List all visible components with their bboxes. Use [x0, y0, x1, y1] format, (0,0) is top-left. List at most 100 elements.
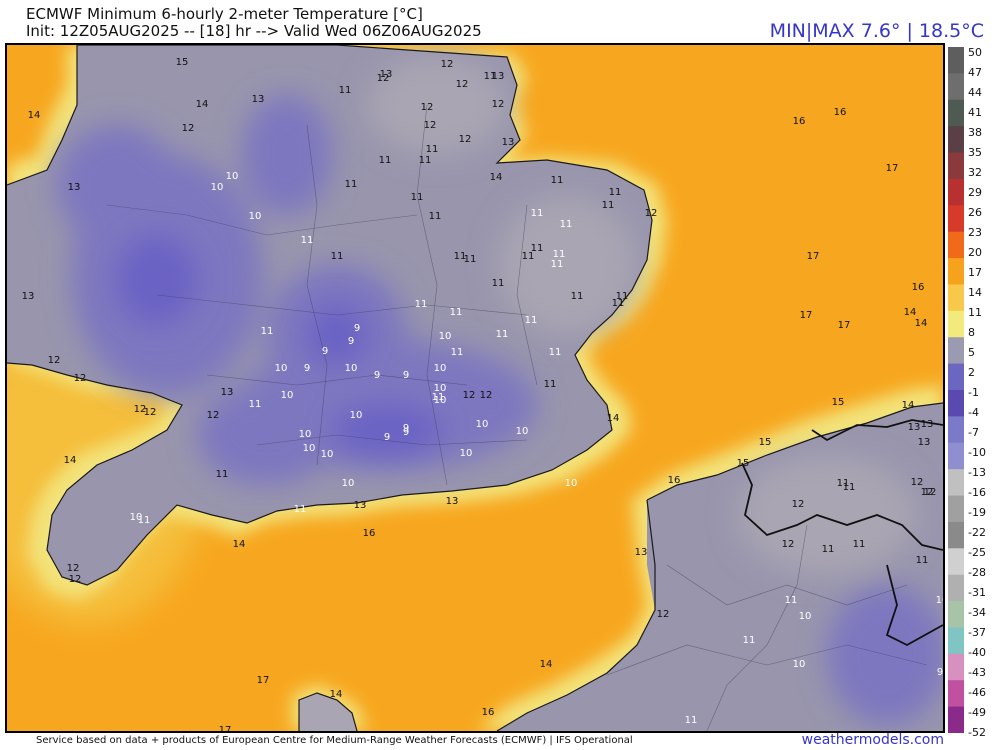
colorbar-tick-label: 11 [968, 306, 982, 319]
temperature-value-label: 11 [301, 235, 314, 246]
temperature-value-label: 11 [553, 249, 566, 260]
colorbar-tick-label: -4 [968, 406, 979, 419]
temperature-value-label: 14 [64, 455, 77, 466]
temperature-value-label: 12 [924, 487, 937, 498]
colorbar-swatch [948, 521, 964, 549]
temperature-value-label: 17 [219, 725, 232, 731]
temperature-value-label: 11 [602, 200, 615, 211]
temperature-value-label: 10 [460, 448, 473, 459]
colorbar-swatch [948, 363, 964, 391]
temperature-value-label: 9 [403, 423, 409, 434]
colorbar-swatch [948, 416, 964, 444]
temperature-value-label: 13 [502, 137, 515, 148]
temperature-value-label: 11 [525, 315, 538, 326]
colorbar-swatch [948, 47, 964, 74]
temperature-value-label: 10 [793, 659, 806, 670]
temperature-value-label: 12 [207, 410, 220, 421]
colorbar-swatch [948, 99, 964, 127]
colorbar-swatch [948, 495, 964, 523]
admin-borders [741, 419, 943, 647]
colorbar-tick-label: 35 [968, 146, 982, 159]
temperature-value-label: 12 [69, 574, 82, 585]
temperature-value-label: 17 [257, 675, 270, 686]
temperature-value-label: 14 [540, 659, 553, 670]
colorbar-swatch [948, 178, 964, 206]
temperature-value-label: 11 [432, 392, 445, 403]
temperature-value-label: 9 [403, 427, 409, 438]
temperature-value-label: 11 [685, 715, 698, 726]
temperature-value-label: 10 [476, 419, 489, 430]
colorbar-tick-label: 14 [968, 286, 982, 299]
temperature-value-label: 11 [743, 635, 756, 646]
colorbar-tick-label: -16 [968, 486, 986, 499]
colorbar-tick-label: -19 [968, 506, 986, 519]
colorbar-tick-label: -34 [968, 606, 986, 619]
colorbar-tick-label: 20 [968, 246, 982, 259]
colorbar-tick-label: -28 [968, 566, 986, 579]
temperature-value-label: 14 [915, 318, 928, 329]
temperature-value-label: 11 [560, 219, 573, 230]
temperature-value-label: 10 [434, 363, 447, 374]
temperature-value-label: 9 [322, 346, 328, 357]
colorbar-swatch [948, 231, 964, 259]
temperature-value-label: 11 [916, 555, 929, 566]
temperature-value-label: 10 [516, 426, 529, 437]
temperature-value-label: 12 [480, 390, 493, 401]
temperature-value-label: 10 [249, 211, 262, 222]
temperature-value-label: 13 [380, 69, 393, 80]
temperature-value-label: 10 [345, 363, 358, 374]
colorbar-swatch [948, 337, 964, 365]
temperature-value-label: 12 [792, 499, 805, 510]
temperature-value-label: 11 [261, 326, 274, 337]
colorbar-tick-label: 26 [968, 206, 982, 219]
temperature-value-label: 11 [492, 278, 505, 289]
temperature-value-label: 11 [464, 254, 477, 265]
temperature-value-label: 17 [807, 251, 820, 262]
temperature-value-label: 11 [426, 144, 439, 155]
temperature-value-label: 10 [281, 390, 294, 401]
colorbar-tick-label: -40 [968, 646, 986, 659]
temperature-value-label: 11 [249, 399, 262, 410]
colorbar-tick-label: 47 [968, 66, 982, 79]
temperature-value-label: 11 [612, 298, 625, 309]
colorbar-tick-label: -46 [968, 686, 986, 699]
temperature-value-label: 11 [339, 85, 352, 96]
temperature-value-label: 11 [138, 515, 151, 526]
temperature-value-label: 11 [454, 251, 467, 262]
temperature-value-label: 11 [331, 251, 344, 262]
temperature-value-label: 11 [785, 595, 798, 606]
temperature-value-label: 10 [434, 383, 447, 394]
colorbar-tick-label: 2 [968, 366, 975, 379]
temperature-value-label: 16 [482, 707, 495, 718]
temperature-value-label: 10 [321, 449, 334, 460]
temperature-value-label: 11 [294, 504, 307, 515]
colorbar-swatch [948, 653, 964, 681]
temperature-value-label: 10 [211, 182, 224, 193]
temperature-value-label: 17 [800, 310, 813, 321]
colorbar-swatch [948, 205, 964, 233]
temperature-value-label: 17 [838, 320, 851, 331]
temperature-value-label: 11 [549, 347, 562, 358]
temperature-value-label: 10 [936, 595, 943, 606]
temperature-value-label: 12 [911, 477, 924, 488]
colorbar-swatch [948, 574, 964, 602]
temperature-value-label: 16 [668, 475, 681, 486]
brand-link[interactable]: weathermodels.com [801, 732, 944, 748]
temperature-value-label: 12 [441, 59, 454, 70]
init-valid-line: Init: 12Z05AUG2025 -- [18] hr --> Valid … [26, 22, 482, 40]
colorbar-tick-label: 41 [968, 106, 982, 119]
temperature-value-label: 13 [68, 182, 81, 193]
colorbar-swatch [948, 706, 964, 733]
colorbar-swatch [948, 126, 964, 154]
temperature-value-label: 12 [144, 407, 157, 418]
temperature-value-label: 15 [737, 458, 750, 469]
temperature-value-label: 12 [74, 373, 87, 384]
cotentin-land [299, 693, 357, 731]
colorbar-tick-label: 17 [968, 266, 982, 279]
min-max-readout: MIN|MAX 7.6° | 18.5°C [769, 20, 984, 42]
temperature-value-label: 14 [904, 307, 917, 318]
coldest-zones [117, 235, 442, 455]
temperature-map[interactable]: 15 14 13 14 12 13 11 12 13 12 12 11 13 12 12 12 12 13 11 11… [5, 43, 945, 733]
colorbar-swatch [948, 469, 964, 497]
